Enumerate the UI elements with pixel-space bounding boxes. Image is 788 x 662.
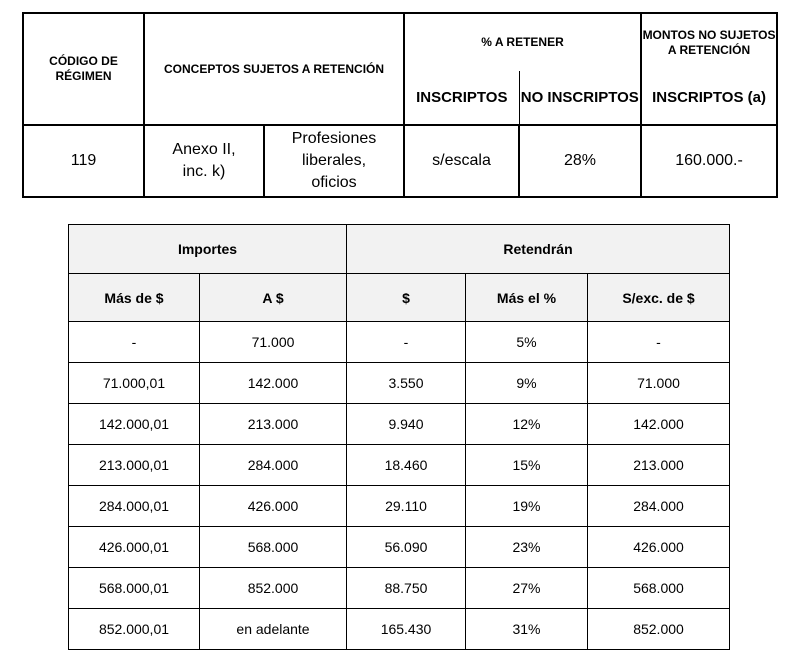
table-cell: 23%	[465, 526, 588, 568]
table-cell: 213.000	[586, 444, 731, 486]
cell-no-inscriptos: 28%	[518, 124, 643, 198]
header-inscriptos: INSCRIPTOS	[403, 71, 520, 126]
table-cell: 88.750	[346, 567, 466, 609]
table-cell: 284.000	[586, 485, 731, 527]
table-row: 568.000,01 852.000 88.750 27% 568.000	[68, 567, 731, 609]
table-row: 284.000,01 426.000 29.110 19% 284.000	[68, 485, 731, 527]
table-cell: 142.000,01	[68, 403, 200, 445]
table-cell: 19%	[465, 485, 588, 527]
table-cell: 142.000	[586, 403, 731, 445]
table-cell: en adelante	[199, 608, 347, 650]
table-cell: 5%	[465, 321, 588, 363]
scale-table: Importes Retendrán Más de $ A $ $ Más el % S…	[68, 224, 731, 650]
cell-inscriptos: s/escala	[403, 124, 521, 198]
cell-concept: Profesiones liberales, oficios	[262, 124, 406, 198]
table-cell: 284.000	[199, 444, 347, 486]
group-header-importes: Importes	[68, 224, 347, 274]
table-cell: 142.000	[199, 362, 347, 404]
table-cell: 27%	[465, 567, 588, 609]
table-cell: 71.000	[199, 321, 347, 363]
table-cell: 213.000	[199, 403, 347, 445]
cell-anexo: Anexo II, inc. k)	[143, 124, 265, 198]
header-concepts: CONCEPTOS SUJETOS A RETENCIÓN	[142, 12, 406, 126]
table-cell: 426.000	[586, 526, 731, 568]
table-cell: -	[68, 321, 200, 363]
table-row: 852.000,01 en adelante 165.430 31% 852.000	[68, 608, 731, 650]
table-cell: 71.000,01	[68, 362, 200, 404]
table-cell: -	[346, 321, 466, 363]
table-cell: 852.000,01	[68, 608, 200, 650]
table-cell: 71.000	[586, 362, 731, 404]
header-montos: MONTOS NO SUJETOS A RETENCIÓN	[640, 12, 779, 71]
table-cell: 18.460	[346, 444, 466, 486]
table-cell: 3.550	[346, 362, 466, 404]
table-cell: 426.000	[199, 485, 347, 527]
header-no-inscriptos: NO INSCRIPTOS	[518, 71, 643, 126]
table-cell: 852.000	[586, 608, 731, 650]
table-cell: 165.430	[346, 608, 466, 650]
table-cell: 568.000,01	[68, 567, 200, 609]
table-cell: 29.110	[346, 485, 466, 527]
table-row: 71.000,01 142.000 3.550 9% 71.000	[68, 362, 731, 404]
table-row: -71.000-5% -	[68, 321, 731, 363]
table-cell: 31%	[465, 608, 588, 650]
table-cell: 15%	[465, 444, 588, 486]
column-header: A $	[199, 273, 347, 322]
column-header: S/exc. de $	[586, 273, 731, 322]
header-percent: % A RETENER	[403, 12, 643, 71]
table-cell: 12%	[465, 403, 588, 445]
table-cell: 852.000	[199, 567, 347, 609]
column-header: Más de $	[68, 273, 200, 322]
table-cell: 568.000	[199, 526, 347, 568]
table-cell: 284.000,01	[68, 485, 200, 527]
table-cell: 213.000,01	[68, 444, 200, 486]
table-cell: 9%	[465, 362, 588, 404]
table-row: 142.000,01 213.000 9.940 12% 142.000	[68, 403, 731, 445]
table-row: 426.000,01 568.000 56.090 23% 426.000	[68, 526, 731, 568]
cell-monto: 160.000.-	[640, 124, 779, 198]
regime-table: CÓDIGO DE RÉGIMEN CONCEPTOS SUJETOS A RE…	[22, 12, 779, 198]
table-cell: 9.940	[346, 403, 466, 445]
group-header-retendran: Retendrán	[345, 224, 731, 274]
table-cell: -	[586, 321, 731, 363]
column-header: Más el %	[465, 273, 588, 322]
cell-code: 119	[22, 124, 145, 198]
table-cell: 568.000	[586, 567, 731, 609]
header-montos-inscriptos: INSCRIPTOS (a)	[640, 71, 779, 126]
table-cell: 426.000,01	[68, 526, 200, 568]
header-code: CÓDIGO DE RÉGIMEN	[22, 12, 145, 126]
table-cell: 56.090	[346, 526, 466, 568]
column-header: $	[346, 273, 466, 322]
table-row: 213.000,01 284.000 18.460 15% 213.000	[68, 444, 731, 486]
